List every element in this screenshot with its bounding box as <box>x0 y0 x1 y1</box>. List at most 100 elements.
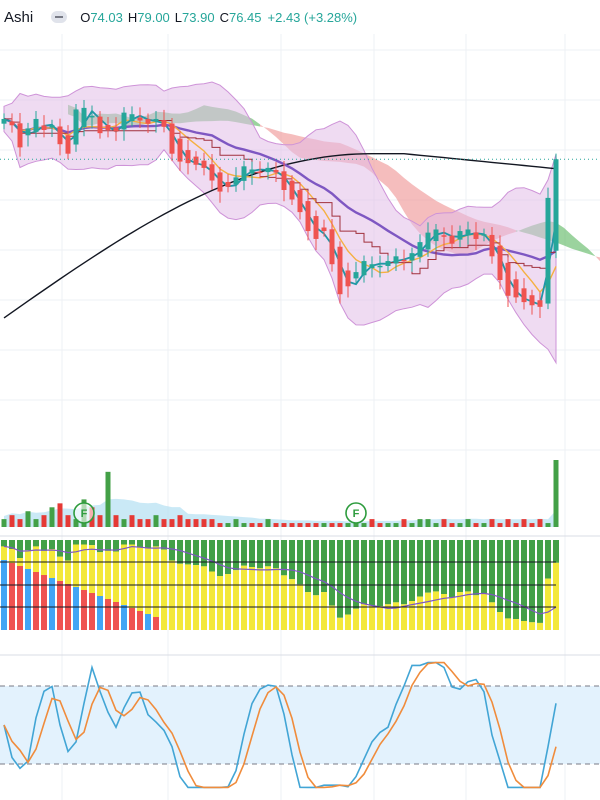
histo-yellow-43 <box>345 614 351 630</box>
ma-teal-line <box>3 109 557 306</box>
candle-body-37 <box>297 190 303 213</box>
volume-bar-52 <box>417 519 423 527</box>
volume-bar-22 <box>177 515 183 527</box>
histo-red-19 <box>153 617 159 630</box>
cloud-segment-41 <box>396 170 404 212</box>
histo-green-49 <box>393 540 399 603</box>
symbol-title: Ashi <box>4 8 34 26</box>
candle-body-10 <box>81 107 87 127</box>
histo-green-41 <box>329 540 335 606</box>
histo-yellow-57 <box>457 592 463 630</box>
candle-body-64 <box>513 279 519 298</box>
histo-green-44 <box>353 540 359 609</box>
cloud-segment-26 <box>276 130 284 145</box>
histo-red-6 <box>49 578 55 630</box>
volume-bar-31 <box>249 523 255 527</box>
histo-green-47 <box>377 540 383 607</box>
histo-yellow-52 <box>417 596 423 630</box>
candle-body-2 <box>17 123 23 148</box>
histo-green-8 <box>65 540 71 561</box>
volume-bar-40 <box>321 523 327 527</box>
histo-green-58 <box>465 540 471 592</box>
histo-green-57 <box>457 540 463 593</box>
volume-bar-42 <box>337 523 343 527</box>
histo-red-13 <box>105 599 111 630</box>
candle-body-0 <box>1 118 7 124</box>
histo-yellow-64 <box>513 619 519 630</box>
histo-red-0 <box>1 560 7 630</box>
histo-yellow-49 <box>393 602 399 630</box>
volume-bar-4 <box>33 519 39 527</box>
cloud-segment-64 <box>580 242 588 254</box>
volume-bar-7 <box>57 503 63 527</box>
candle-body-5 <box>41 125 47 130</box>
volume-bar-25 <box>201 519 207 527</box>
histo-green-16 <box>129 540 135 545</box>
volume-bar-16 <box>129 515 135 527</box>
histo-red-1 <box>9 563 15 630</box>
histo-yellow-32 <box>257 568 263 630</box>
chart-grid <box>0 34 600 800</box>
histo-red-11 <box>89 593 95 630</box>
candle-body-68 <box>545 197 551 304</box>
histo-green-61 <box>489 540 495 603</box>
candle-body-17 <box>137 117 143 121</box>
histo-yellow-51 <box>409 601 415 630</box>
volume-bar-65 <box>521 519 527 527</box>
histo-yellow-54 <box>433 591 439 630</box>
candle-body-39 <box>313 216 319 239</box>
histo-green-11 <box>89 540 95 546</box>
histo-green-34 <box>273 540 279 569</box>
histo-green-3 <box>25 540 31 551</box>
histo-yellow-34 <box>273 568 279 630</box>
histo-green-38 <box>305 540 311 593</box>
candle-body-35 <box>281 171 287 190</box>
oscillator-k-line <box>3 661 557 789</box>
candle-body-1 <box>9 121 15 126</box>
histo-green-17 <box>137 540 143 548</box>
volume-bar-37 <box>297 523 303 527</box>
volume-bar-12 <box>97 515 103 527</box>
histo-green-5 <box>41 540 47 551</box>
visibility-toggle-icon[interactable] <box>51 11 68 23</box>
histo-yellow-18 <box>145 548 151 630</box>
candle-body-60 <box>481 234 487 236</box>
candle-body-14 <box>113 127 119 132</box>
candle-body-13 <box>105 124 111 130</box>
histo-yellow-20 <box>161 549 167 630</box>
histo-red-17 <box>137 611 143 630</box>
histo-red-3 <box>25 569 31 630</box>
histo-yellow-38 <box>305 592 311 630</box>
histo-yellow-69 <box>553 562 559 630</box>
volume-bar-23 <box>185 519 191 527</box>
histo-yellow-13 <box>105 550 111 630</box>
volume-bar-0 <box>1 519 7 527</box>
volume-bar-60 <box>481 523 487 527</box>
volume-bar-48 <box>385 523 391 527</box>
histo-green-40 <box>321 540 327 593</box>
volume-bar-39 <box>313 523 319 527</box>
high-value: 79.00 <box>137 9 170 25</box>
histo-green-60 <box>481 540 487 594</box>
volume-bar-27 <box>217 523 223 527</box>
candle-body-42 <box>337 246 343 295</box>
histo-yellow-29 <box>233 570 239 630</box>
candle-body-30 <box>241 166 247 181</box>
cloud-segment-39 <box>380 161 388 188</box>
candle-body-48 <box>385 261 391 266</box>
volume-bar-32 <box>257 523 263 527</box>
signal-marker-0 <box>73 502 95 524</box>
candle-body-56 <box>449 235 455 244</box>
volume-bar-24 <box>193 519 199 527</box>
histo-yellow-33 <box>265 566 271 630</box>
histo-green-15 <box>121 540 127 545</box>
histo-green-33 <box>265 540 271 567</box>
histo-yellow-28 <box>225 574 231 630</box>
histo-yellow-35 <box>281 575 287 630</box>
histo-yellow-62 <box>497 612 503 630</box>
histo-green-53 <box>425 540 431 593</box>
histo-green-9 <box>73 540 79 545</box>
candle-body-57 <box>457 231 463 240</box>
candle-body-20 <box>161 120 167 127</box>
